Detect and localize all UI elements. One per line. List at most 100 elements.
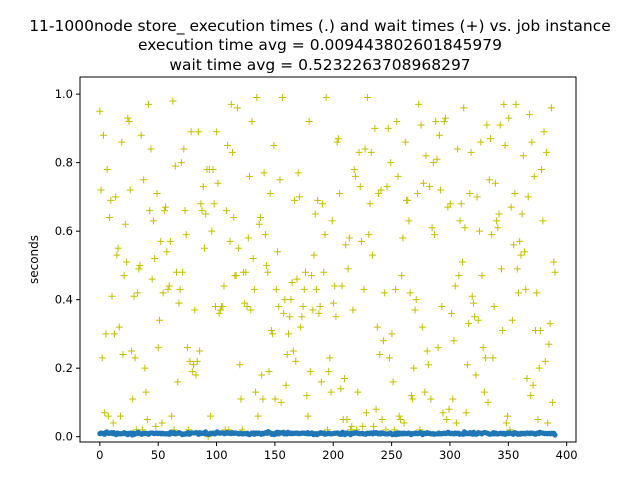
wait-time-point (367, 148, 375, 156)
wait-time-point (383, 183, 391, 191)
wait-time-point (198, 207, 206, 215)
wait-time-point (211, 303, 219, 311)
wait-time-point (226, 237, 234, 245)
plot-series (96, 94, 559, 441)
wait-time-point (496, 121, 504, 129)
wait-time-point (98, 354, 106, 362)
wait-time-point (351, 172, 359, 180)
wait-time-point (149, 217, 157, 225)
wait-time-point (394, 172, 402, 180)
wait-time-point (536, 326, 544, 334)
wait-time-point (135, 265, 143, 273)
wait-time-point (196, 347, 204, 355)
y-tick-label: 0.8 (55, 156, 73, 170)
wait-time-point (134, 289, 142, 297)
wait-time-point (527, 392, 535, 400)
y-axis-ticks: 0.0 0.2 0.4 0.6 0.8 1.0 (55, 87, 80, 444)
wait-time-point (159, 289, 167, 297)
wait-time-point (409, 395, 417, 403)
wait-time-point (215, 309, 223, 317)
wait-time-point (190, 361, 198, 369)
wait-time-point (110, 330, 118, 338)
wait-time-point (281, 296, 289, 304)
x-tick-label: 0 (96, 448, 103, 462)
wait-time-point (488, 231, 496, 239)
wait-time-point (328, 217, 336, 225)
wait-time-point (462, 409, 470, 417)
wait-time-point (227, 100, 235, 108)
wait-time-point (344, 265, 352, 273)
wait-time-point (538, 165, 546, 173)
wait-time-point (202, 210, 210, 218)
wait-time-point (372, 405, 380, 413)
wait-time-point (508, 316, 516, 324)
x-tick-label: 350 (497, 448, 519, 462)
wait-time-point (294, 169, 302, 177)
wait-time-point (141, 364, 149, 372)
wait-time-point (199, 183, 207, 191)
wait-time-point (186, 357, 194, 365)
wait-time-point (467, 148, 475, 156)
wait-time-point (484, 398, 492, 406)
wait-time-point (336, 189, 344, 197)
wait-time-point (412, 296, 420, 304)
wait-time-point (187, 128, 195, 136)
wait-time-point (457, 200, 465, 208)
wait-time-point (164, 285, 172, 293)
wait-time-point (120, 272, 128, 280)
wait-time-point (343, 416, 351, 424)
wait-time-point (504, 412, 512, 420)
wait-time-point (274, 248, 282, 256)
wait-time-point (482, 354, 490, 362)
wait-time-point (373, 323, 381, 331)
wait-time-point (309, 306, 317, 314)
wait-time-point (473, 193, 481, 201)
wait-time-point (320, 268, 328, 276)
wait-time-point (180, 145, 188, 153)
wait-time-point (228, 148, 236, 156)
wait-time-point (114, 244, 122, 252)
wait-time-point (497, 265, 505, 273)
wait-time-point (99, 131, 107, 139)
wait-time-point (405, 217, 413, 225)
wait-time-point (431, 231, 439, 239)
wait-time-point (297, 323, 305, 331)
wait-time-point (379, 337, 387, 345)
wait-time-point (477, 138, 485, 146)
wait-time-point (542, 148, 550, 156)
wait-time-point (102, 330, 110, 338)
wait-time-point (246, 172, 254, 180)
wait-time-point (404, 196, 412, 204)
wait-time-point (333, 138, 341, 146)
wait-time-point (319, 200, 327, 208)
wait-time-point (334, 135, 342, 143)
wait-time-point (263, 261, 271, 269)
wait-time-point (315, 309, 323, 317)
wait-time-point (308, 272, 316, 280)
wait-time-point (157, 237, 165, 245)
wait-time-point (512, 100, 520, 108)
wait-time-point (423, 347, 431, 355)
wait-time-point (283, 350, 291, 358)
wait-time-point (171, 162, 179, 170)
wait-time-point (191, 306, 199, 314)
wait-time-point (311, 210, 319, 218)
wait-time-point (511, 189, 519, 197)
wait-time-point (354, 388, 362, 396)
wait-time-point (456, 217, 464, 225)
wait-time-point (145, 100, 153, 108)
wait-time-point (214, 179, 222, 187)
wait-time-point (371, 124, 379, 132)
wait-time-point (545, 340, 553, 348)
wait-time-point (295, 193, 303, 201)
chart-title-line-2: execution time avg = 0.00944380260184597… (138, 36, 502, 54)
wait-time-point (332, 313, 340, 321)
wait-time-point (247, 306, 255, 314)
wait-time-point (518, 210, 526, 218)
wait-time-point (370, 422, 378, 430)
wait-time-point (490, 303, 498, 311)
wait-time-point (252, 388, 260, 396)
execution-time-point (552, 432, 558, 438)
wait-time-point (314, 196, 322, 204)
wait-time-point (357, 237, 365, 245)
